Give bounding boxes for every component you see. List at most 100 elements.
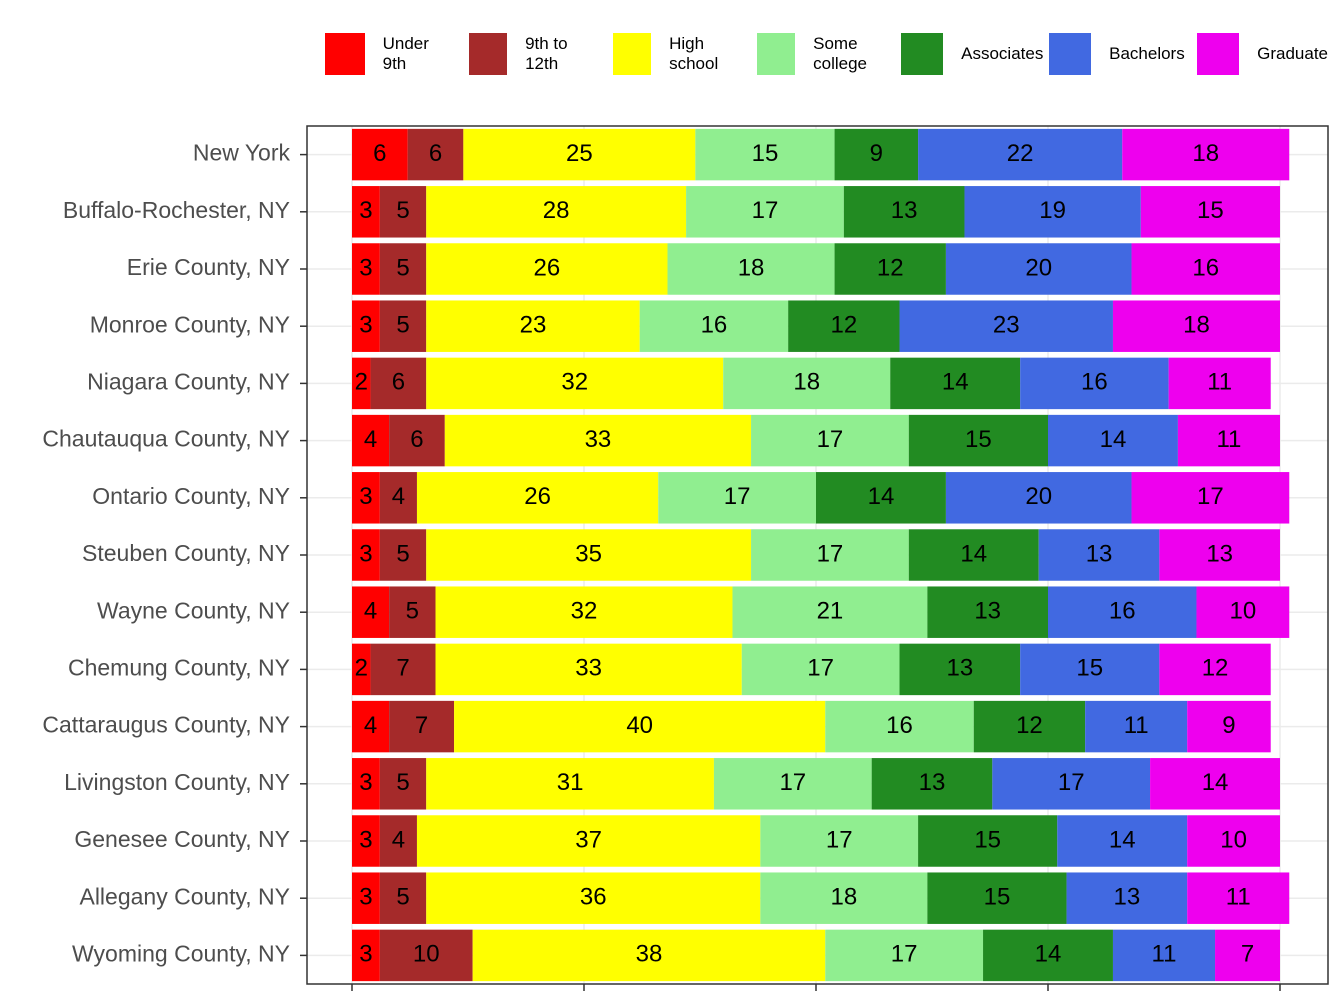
y-tick-label: Allegany County, NY [79, 883, 290, 909]
bar-segment [834, 128, 919, 181]
data-label: 10 [1230, 598, 1257, 625]
bar-segment [964, 186, 1141, 238]
bar-segment [760, 815, 919, 867]
bar-segment [352, 586, 390, 638]
bar-segment [435, 586, 733, 638]
data-label: 17 [817, 426, 844, 453]
data-label: 14 [1035, 941, 1062, 968]
data-label: 13 [1086, 540, 1113, 567]
data-label: 15 [752, 140, 779, 167]
legend-label: Some college [813, 34, 867, 73]
data-label: 3 [359, 884, 372, 911]
y-tick-label: Cattaraugus County, NY [42, 712, 290, 738]
bar-segment [352, 357, 371, 410]
bar-segment [751, 529, 909, 581]
bar-segment [1150, 758, 1280, 810]
bar-segment [389, 700, 455, 753]
bar-segment [973, 700, 1086, 753]
bar-segment [1066, 872, 1188, 924]
bar-segment [899, 643, 1021, 696]
bar-segment [908, 529, 1039, 581]
bar-segment [945, 243, 1132, 295]
bar-segment [871, 758, 993, 810]
data-label: 11 [1216, 426, 1241, 453]
bar-segment [352, 929, 380, 982]
data-label: 26 [534, 254, 561, 281]
bar-segment [658, 472, 816, 524]
data-label: 3 [359, 540, 372, 567]
y-tick-label: Wayne County, NY [97, 597, 290, 623]
data-label: 5 [396, 197, 409, 224]
data-label: 6 [429, 140, 442, 167]
data-label: 3 [359, 941, 372, 968]
data-label: 18 [1183, 312, 1210, 339]
data-label: 7 [415, 712, 428, 739]
data-label: 9 [870, 140, 883, 167]
data-label: 17 [1197, 483, 1224, 510]
data-label: 40 [626, 712, 653, 739]
bar-segment [825, 929, 984, 982]
legend-label: Graduate [1257, 44, 1329, 63]
bar-segment [1215, 929, 1280, 982]
data-label: 32 [571, 598, 598, 625]
data-label: 20 [1025, 254, 1052, 281]
bar-segment [1168, 357, 1271, 410]
data-label: 3 [359, 254, 372, 281]
bar-segment [352, 700, 390, 753]
bar-segment [1057, 815, 1188, 867]
data-label: 23 [993, 312, 1020, 339]
bar-segment [1140, 186, 1280, 238]
bar-segment [407, 128, 464, 181]
data-label: 32 [561, 369, 588, 396]
bar-segment [472, 929, 826, 982]
data-label: 5 [396, 769, 409, 796]
data-label: 14 [960, 540, 987, 567]
data-label: 3 [359, 197, 372, 224]
bar-segment [389, 586, 436, 638]
bar-segment [667, 243, 835, 295]
y-tick-label: Steuben County, NY [82, 540, 290, 566]
data-label: 16 [1192, 254, 1219, 281]
bar-segment [1122, 128, 1290, 181]
data-label: 17 [807, 655, 834, 682]
y-tick-label: Livingston County, NY [64, 769, 290, 795]
data-label: 14 [868, 483, 895, 510]
bar-segment [834, 243, 946, 295]
legend-item: Associates [901, 33, 1049, 75]
bar-segment [992, 758, 1151, 810]
bar-segment [741, 643, 900, 696]
bar-segment [352, 300, 380, 352]
legend-item: Under 9th [325, 33, 469, 75]
bar-segment [352, 128, 408, 181]
bar-segment [1131, 243, 1280, 295]
bar-segment [927, 872, 1067, 924]
data-label: 17 [826, 826, 853, 853]
panel-border [306, 125, 1329, 985]
data-label: 17 [817, 540, 844, 567]
legend-item: Bachelors [1049, 33, 1197, 75]
data-label: 11 [1207, 369, 1232, 396]
data-label: 25 [566, 140, 593, 167]
data-label: 12 [830, 312, 857, 339]
data-label: 14 [942, 369, 969, 396]
bar-segment [918, 815, 1058, 867]
data-label: 12 [1202, 655, 1229, 682]
bar-segment [379, 872, 427, 924]
data-label: 3 [359, 483, 372, 510]
data-label: 13 [919, 769, 946, 796]
bar-segment [1048, 414, 1178, 467]
bar-segment [732, 586, 928, 638]
bar-segment [426, 243, 668, 295]
y-tick-label: Wyoming County, NY [72, 940, 290, 966]
legend-label: Under 9th [382, 34, 429, 73]
data-label: 21 [817, 598, 844, 625]
data-label: 28 [543, 197, 570, 224]
bar-segment [1187, 872, 1290, 924]
legend-item: 9th to 12th [469, 33, 613, 75]
bar-segment [1196, 586, 1290, 638]
legend-swatch [757, 33, 796, 75]
bar-segment [1131, 472, 1290, 524]
bar-segment [695, 128, 835, 181]
data-label: 4 [392, 826, 405, 853]
data-label: 18 [830, 884, 857, 911]
